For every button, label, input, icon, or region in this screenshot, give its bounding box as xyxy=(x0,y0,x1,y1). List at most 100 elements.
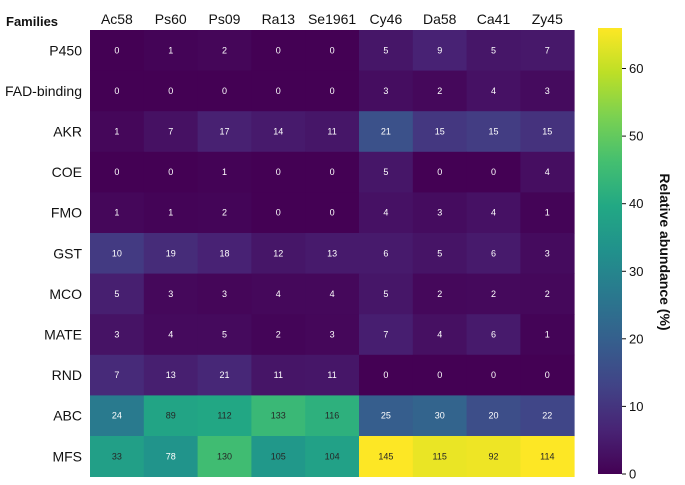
column-label-da58: Da58 xyxy=(423,11,457,27)
cell-value-label: 133 xyxy=(271,411,286,421)
heatmap-cell xyxy=(90,70,145,112)
heatmap-cell xyxy=(305,314,360,356)
cell-value-label: 89 xyxy=(166,411,176,421)
cell-value-label: 5 xyxy=(491,45,496,55)
cell-value-label: 5 xyxy=(383,289,388,299)
cell-value-label: 0 xyxy=(330,45,335,55)
heatmap-cell xyxy=(466,192,521,234)
heatmap-cell xyxy=(359,111,414,153)
heatmap-cell xyxy=(251,436,306,477)
heatmap-cell xyxy=(251,273,306,315)
colorbar-gradient xyxy=(598,28,622,474)
cell-value-label: 0 xyxy=(114,86,119,96)
cell-value-label: 6 xyxy=(383,248,388,258)
heatmap-cell xyxy=(197,395,252,437)
cell-value-label: 19 xyxy=(166,248,176,258)
heatmap-cell xyxy=(412,192,467,234)
heatmap-cell xyxy=(466,436,521,477)
heatmap-cell xyxy=(143,151,198,193)
heatmap-cell xyxy=(143,354,198,396)
cell-value-label: 7 xyxy=(383,330,388,340)
row-label-mco: MCO xyxy=(49,286,82,302)
cell-value-label: 130 xyxy=(217,451,232,461)
cell-value-label: 2 xyxy=(276,330,281,340)
cell-value-label: 1 xyxy=(545,208,550,218)
heatmap-cell xyxy=(305,436,360,477)
cell-value-label: 15 xyxy=(488,127,498,137)
cell-value-label: 5 xyxy=(383,167,388,177)
cell-value-label: 14 xyxy=(273,127,283,137)
heatmap-cell xyxy=(359,70,414,112)
heatmap-cell xyxy=(305,395,360,437)
heatmap-cell xyxy=(90,192,145,234)
cell-value-label: 5 xyxy=(437,248,442,258)
heatmap-cell xyxy=(143,395,198,437)
heatmap-cell xyxy=(90,30,145,71)
cell-value-label: 30 xyxy=(435,411,445,421)
cell-value-label: 3 xyxy=(545,248,550,258)
heatmap-cell xyxy=(305,111,360,153)
cell-value-label: 7 xyxy=(168,127,173,137)
cell-value-label: 6 xyxy=(491,248,496,258)
heatmap-cell xyxy=(197,436,252,477)
heatmap-cell xyxy=(305,273,360,315)
heatmap-cell xyxy=(359,314,414,356)
cell-value-label: 115 xyxy=(433,451,447,461)
cell-value-label: 0 xyxy=(383,370,388,380)
column-label-ps09: Ps09 xyxy=(209,11,241,27)
cell-value-label: 11 xyxy=(327,370,336,380)
heatmap-cell xyxy=(197,70,252,112)
cell-value-label: 114 xyxy=(540,451,554,461)
cell-value-label: 3 xyxy=(168,289,173,299)
heatmap-cell xyxy=(90,111,145,153)
cell-value-label: 3 xyxy=(545,86,550,96)
cell-value-label: 12 xyxy=(273,248,283,258)
cell-value-label: 3 xyxy=(330,330,335,340)
cell-value-label: 3 xyxy=(437,208,442,218)
heatmap-cell xyxy=(90,354,145,396)
heatmap-cell xyxy=(412,314,467,356)
heatmap-cell xyxy=(359,436,414,477)
cell-value-label: 0 xyxy=(437,370,442,380)
heatmap-cell xyxy=(305,354,360,396)
heatmap-cell xyxy=(143,30,198,71)
row-label-fmo: FMO xyxy=(51,205,82,221)
row-label-coe: COE xyxy=(52,164,82,180)
cell-value-label: 0 xyxy=(491,167,496,177)
cell-value-label: 0 xyxy=(330,86,335,96)
cell-value-label: 145 xyxy=(378,451,393,461)
heatmap-cell xyxy=(305,30,360,71)
cell-value-label: 0 xyxy=(276,86,281,96)
row-label-mfs: MFS xyxy=(52,448,82,464)
colorbar-ticks: 0 10 20 30 40 50 60 xyxy=(622,61,643,482)
heatmap-cell xyxy=(466,354,521,396)
heatmap-cell xyxy=(466,30,521,71)
cell-value-label: 5 xyxy=(383,45,388,55)
cell-value-label: 7 xyxy=(545,45,550,55)
heatmap-cell xyxy=(412,30,467,71)
column-label-se1961: Se1961 xyxy=(308,11,356,27)
heatmap-cell xyxy=(90,233,145,274)
cell-value-label: 13 xyxy=(327,248,337,258)
cell-value-label: 5 xyxy=(222,330,227,340)
cell-value-label: 0 xyxy=(222,86,227,96)
cell-value-label: 33 xyxy=(112,451,122,461)
heatmap-cell xyxy=(466,70,521,112)
cell-value-label: 0 xyxy=(276,208,281,218)
heatmap-cell xyxy=(90,151,145,193)
heatmap-cell xyxy=(305,192,360,234)
heatmap-cell xyxy=(197,192,252,234)
heatmap-cell xyxy=(251,354,306,396)
heatmap-cell xyxy=(251,111,306,153)
column-label-zy45: Zy45 xyxy=(532,11,563,27)
cell-value-label: 3 xyxy=(114,330,119,340)
colorbar-tick-label: 30 xyxy=(629,264,643,279)
heatmap-cell xyxy=(251,192,306,234)
cell-value-label: 0 xyxy=(276,167,281,177)
heatmap-cell xyxy=(143,70,198,112)
cell-value-label: 13 xyxy=(166,370,176,380)
column-label-ra13: Ra13 xyxy=(262,11,296,27)
cell-value-label: 21 xyxy=(219,370,229,380)
cell-value-label: 3 xyxy=(222,289,227,299)
cell-value-label: 25 xyxy=(381,411,391,421)
